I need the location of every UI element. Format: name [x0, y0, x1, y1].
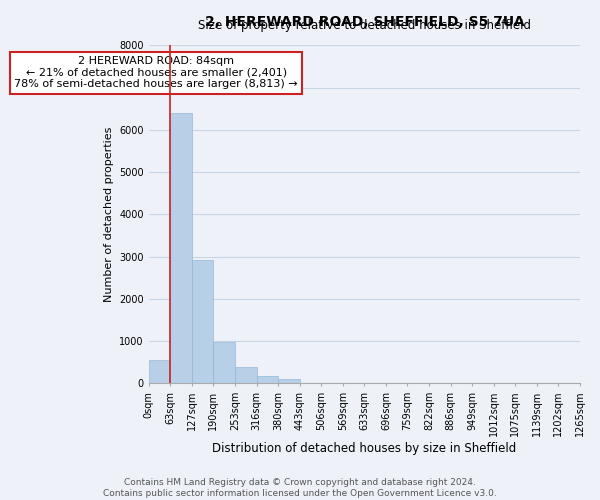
Text: Contains HM Land Registry data © Crown copyright and database right 2024.
Contai: Contains HM Land Registry data © Crown c… — [103, 478, 497, 498]
Bar — [235, 368, 257, 384]
Title: 2, HEREWARD ROAD, SHEFFIELD, S5 7UA: 2, HEREWARD ROAD, SHEFFIELD, S5 7UA — [205, 15, 524, 29]
Bar — [214, 342, 235, 384]
Bar — [257, 376, 278, 384]
Bar — [149, 360, 170, 384]
X-axis label: Distribution of detached houses by size in Sheffield: Distribution of detached houses by size … — [212, 442, 517, 455]
Bar — [192, 260, 214, 384]
Bar — [278, 379, 299, 384]
Text: 2 HEREWARD ROAD: 84sqm
← 21% of detached houses are smaller (2,401)
78% of semi-: 2 HEREWARD ROAD: 84sqm ← 21% of detached… — [14, 56, 298, 89]
Bar — [170, 113, 192, 384]
Text: Size of property relative to detached houses in Sheffield: Size of property relative to detached ho… — [198, 19, 531, 32]
Y-axis label: Number of detached properties: Number of detached properties — [104, 126, 113, 302]
